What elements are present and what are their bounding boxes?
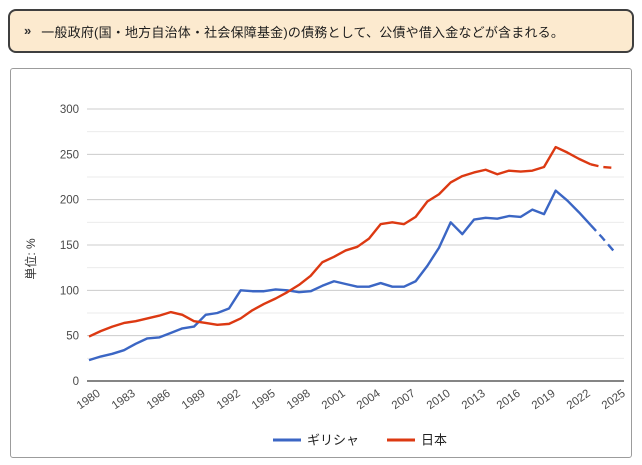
svg-text:2010: 2010	[425, 388, 453, 413]
svg-text:1986: 1986	[145, 388, 173, 413]
greece-line	[88, 189, 615, 362]
svg-text:1980: 1980	[75, 388, 103, 413]
greece-legend-label: ギリシャ	[307, 433, 359, 448]
svg-text:2016: 2016	[495, 388, 523, 413]
svg-text:150: 150	[60, 240, 79, 252]
legend: ギリシャ 日本	[273, 433, 447, 448]
svg-text:2013: 2013	[460, 388, 488, 413]
svg-text:2025: 2025	[600, 388, 628, 413]
japan-line	[88, 145, 615, 338]
svg-text:1995: 1995	[250, 388, 278, 413]
japan-line-solid	[88, 145, 592, 338]
svg-text:0: 0	[73, 376, 79, 388]
chevron-right-icon: »	[24, 22, 32, 38]
svg-text:250: 250	[60, 149, 79, 161]
y-axis-tick-labels: 0 50 100 150 200 250 300	[60, 104, 79, 388]
svg-text:2022: 2022	[565, 388, 593, 413]
svg-text:300: 300	[60, 104, 79, 116]
gridlines	[87, 108, 624, 359]
svg-text:100: 100	[60, 285, 79, 297]
japan-line-dashed-estimate	[590, 163, 615, 170]
svg-text:2019: 2019	[530, 388, 558, 413]
svg-text:2004: 2004	[355, 387, 383, 412]
note-box: » 一般政府(国・地方自治体・社会保障基金)の債務として、公債や借入金などが含ま…	[8, 9, 634, 53]
svg-text:1989: 1989	[180, 388, 208, 413]
svg-text:2007: 2007	[390, 388, 418, 413]
svg-text:2001: 2001	[320, 388, 348, 413]
greece-line-solid	[88, 189, 592, 362]
svg-text:1992: 1992	[215, 388, 243, 413]
legend-item-japan: 日本	[387, 433, 447, 448]
svg-text:1998: 1998	[285, 388, 313, 413]
x-axis-tick-labels: 1980 1983 1986 1989 1992 1995 1998 2001 2004 2007…	[75, 387, 628, 412]
svg-text:200: 200	[60, 195, 79, 207]
legend-item-greece: ギリシャ	[273, 433, 359, 448]
note-text: 一般政府(国・地方自治体・社会保障基金)の債務として、公債や借入金などが含まれる…	[41, 24, 565, 40]
chart-container: 0 50 100 150 200 250 300 単位: % 1980 1983 1986 1989 1…	[10, 68, 632, 458]
greece-line-dashed-estimate	[589, 224, 615, 253]
y-axis-title: 単位: %	[23, 238, 38, 280]
japan-legend-label: 日本	[421, 433, 447, 448]
svg-text:1983: 1983	[110, 388, 138, 413]
svg-text:50: 50	[66, 331, 79, 343]
